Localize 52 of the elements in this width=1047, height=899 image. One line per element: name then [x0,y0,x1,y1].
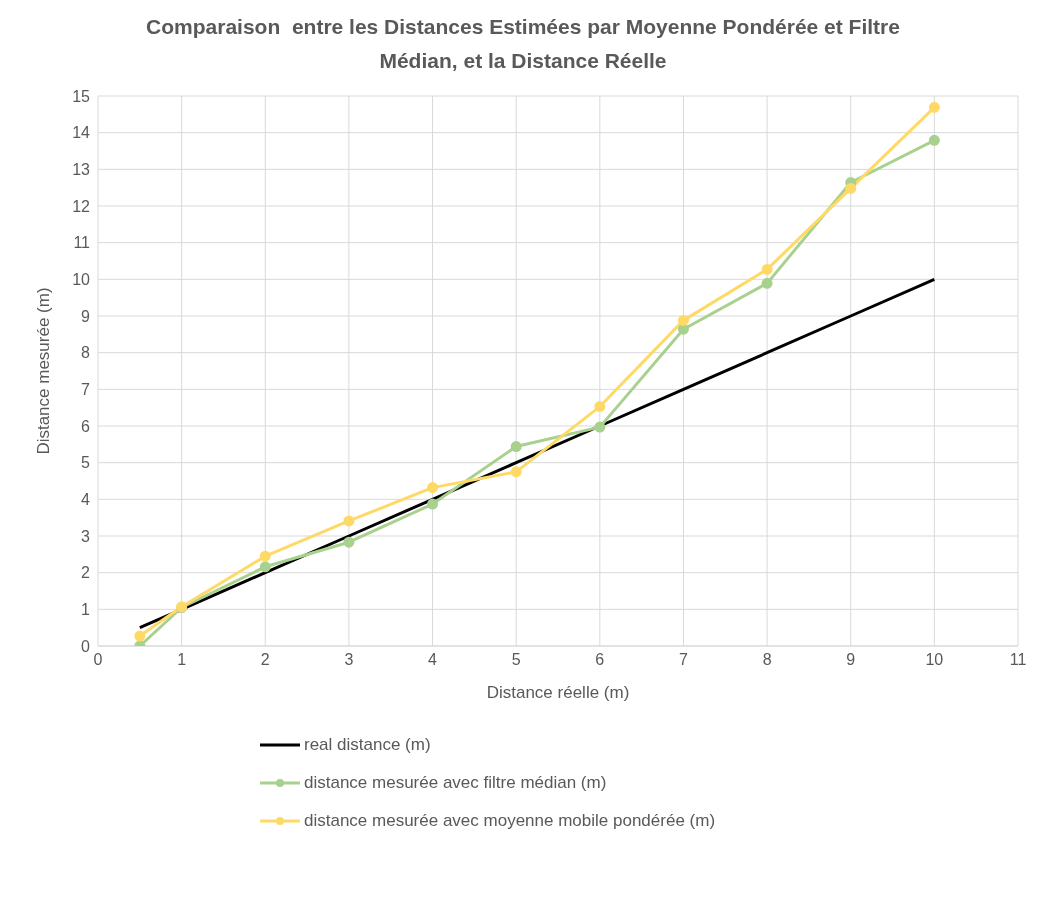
point [134,630,146,642]
point [928,134,940,146]
legend-label: distance mesurée avec moyenne mobile pondérée (m) [304,811,716,831]
point [510,466,522,478]
y-tick-label: 0 [81,637,91,655]
y-tick-label: 15 [72,87,91,105]
x-tick-label: 9 [846,651,856,669]
point [427,482,439,494]
x-tick-label: 11 [1009,651,1027,669]
y-tick-label: 13 [72,161,91,179]
x-tick-label: 5 [511,651,521,669]
y-tick-label: 5 [81,454,91,472]
y-tick-label: 7 [81,381,91,399]
point [845,182,857,194]
point [677,314,689,326]
y-tick-label: 12 [72,197,91,215]
legend-label: distance mesurée avec filtre médian (m) [304,773,607,793]
y-tick-label: 4 [81,491,91,509]
y-tick-label: 10 [72,271,91,289]
y-tick-label: 9 [81,307,91,325]
line-series [138,277,936,630]
y-axis-title: Distance mesurée (m) [34,287,54,455]
x-tick-label: 6 [595,651,605,669]
x-tick-label: 1 [177,651,187,669]
point [343,515,355,527]
y-tick-label: 8 [81,344,91,362]
x-axis-title: Distance réelle (m) [486,683,630,702]
point [594,421,606,433]
legend-label: real distance (m) [304,735,431,755]
point [928,101,940,113]
y-tick-label: 14 [72,124,91,142]
point [343,536,355,548]
y-tick-label: 1 [81,601,91,619]
y-tick-label: 6 [81,417,91,435]
x-tick-label: 7 [679,651,688,669]
y-tick-label: 3 [81,527,91,545]
x-tick-label: 2 [260,651,270,669]
x-tick-label: 8 [762,651,772,669]
y-tick-label: 2 [81,564,91,582]
x-tick-label: 4 [428,651,438,669]
chart-title: Comparaison entre les Distances Estimées par Moyenne Pondérée et Filtre Médian, et la Distance Réelle [145,14,901,74]
x-tick-label: 0 [93,651,103,669]
point [761,277,773,289]
x-tick-label: 3 [344,651,354,669]
x-tick-label: 10 [925,651,944,669]
point [510,441,522,453]
point [259,550,271,562]
point [427,498,439,510]
y-tick-label: 11 [73,234,91,252]
point [259,561,271,573]
point [761,263,773,275]
point [594,401,606,413]
